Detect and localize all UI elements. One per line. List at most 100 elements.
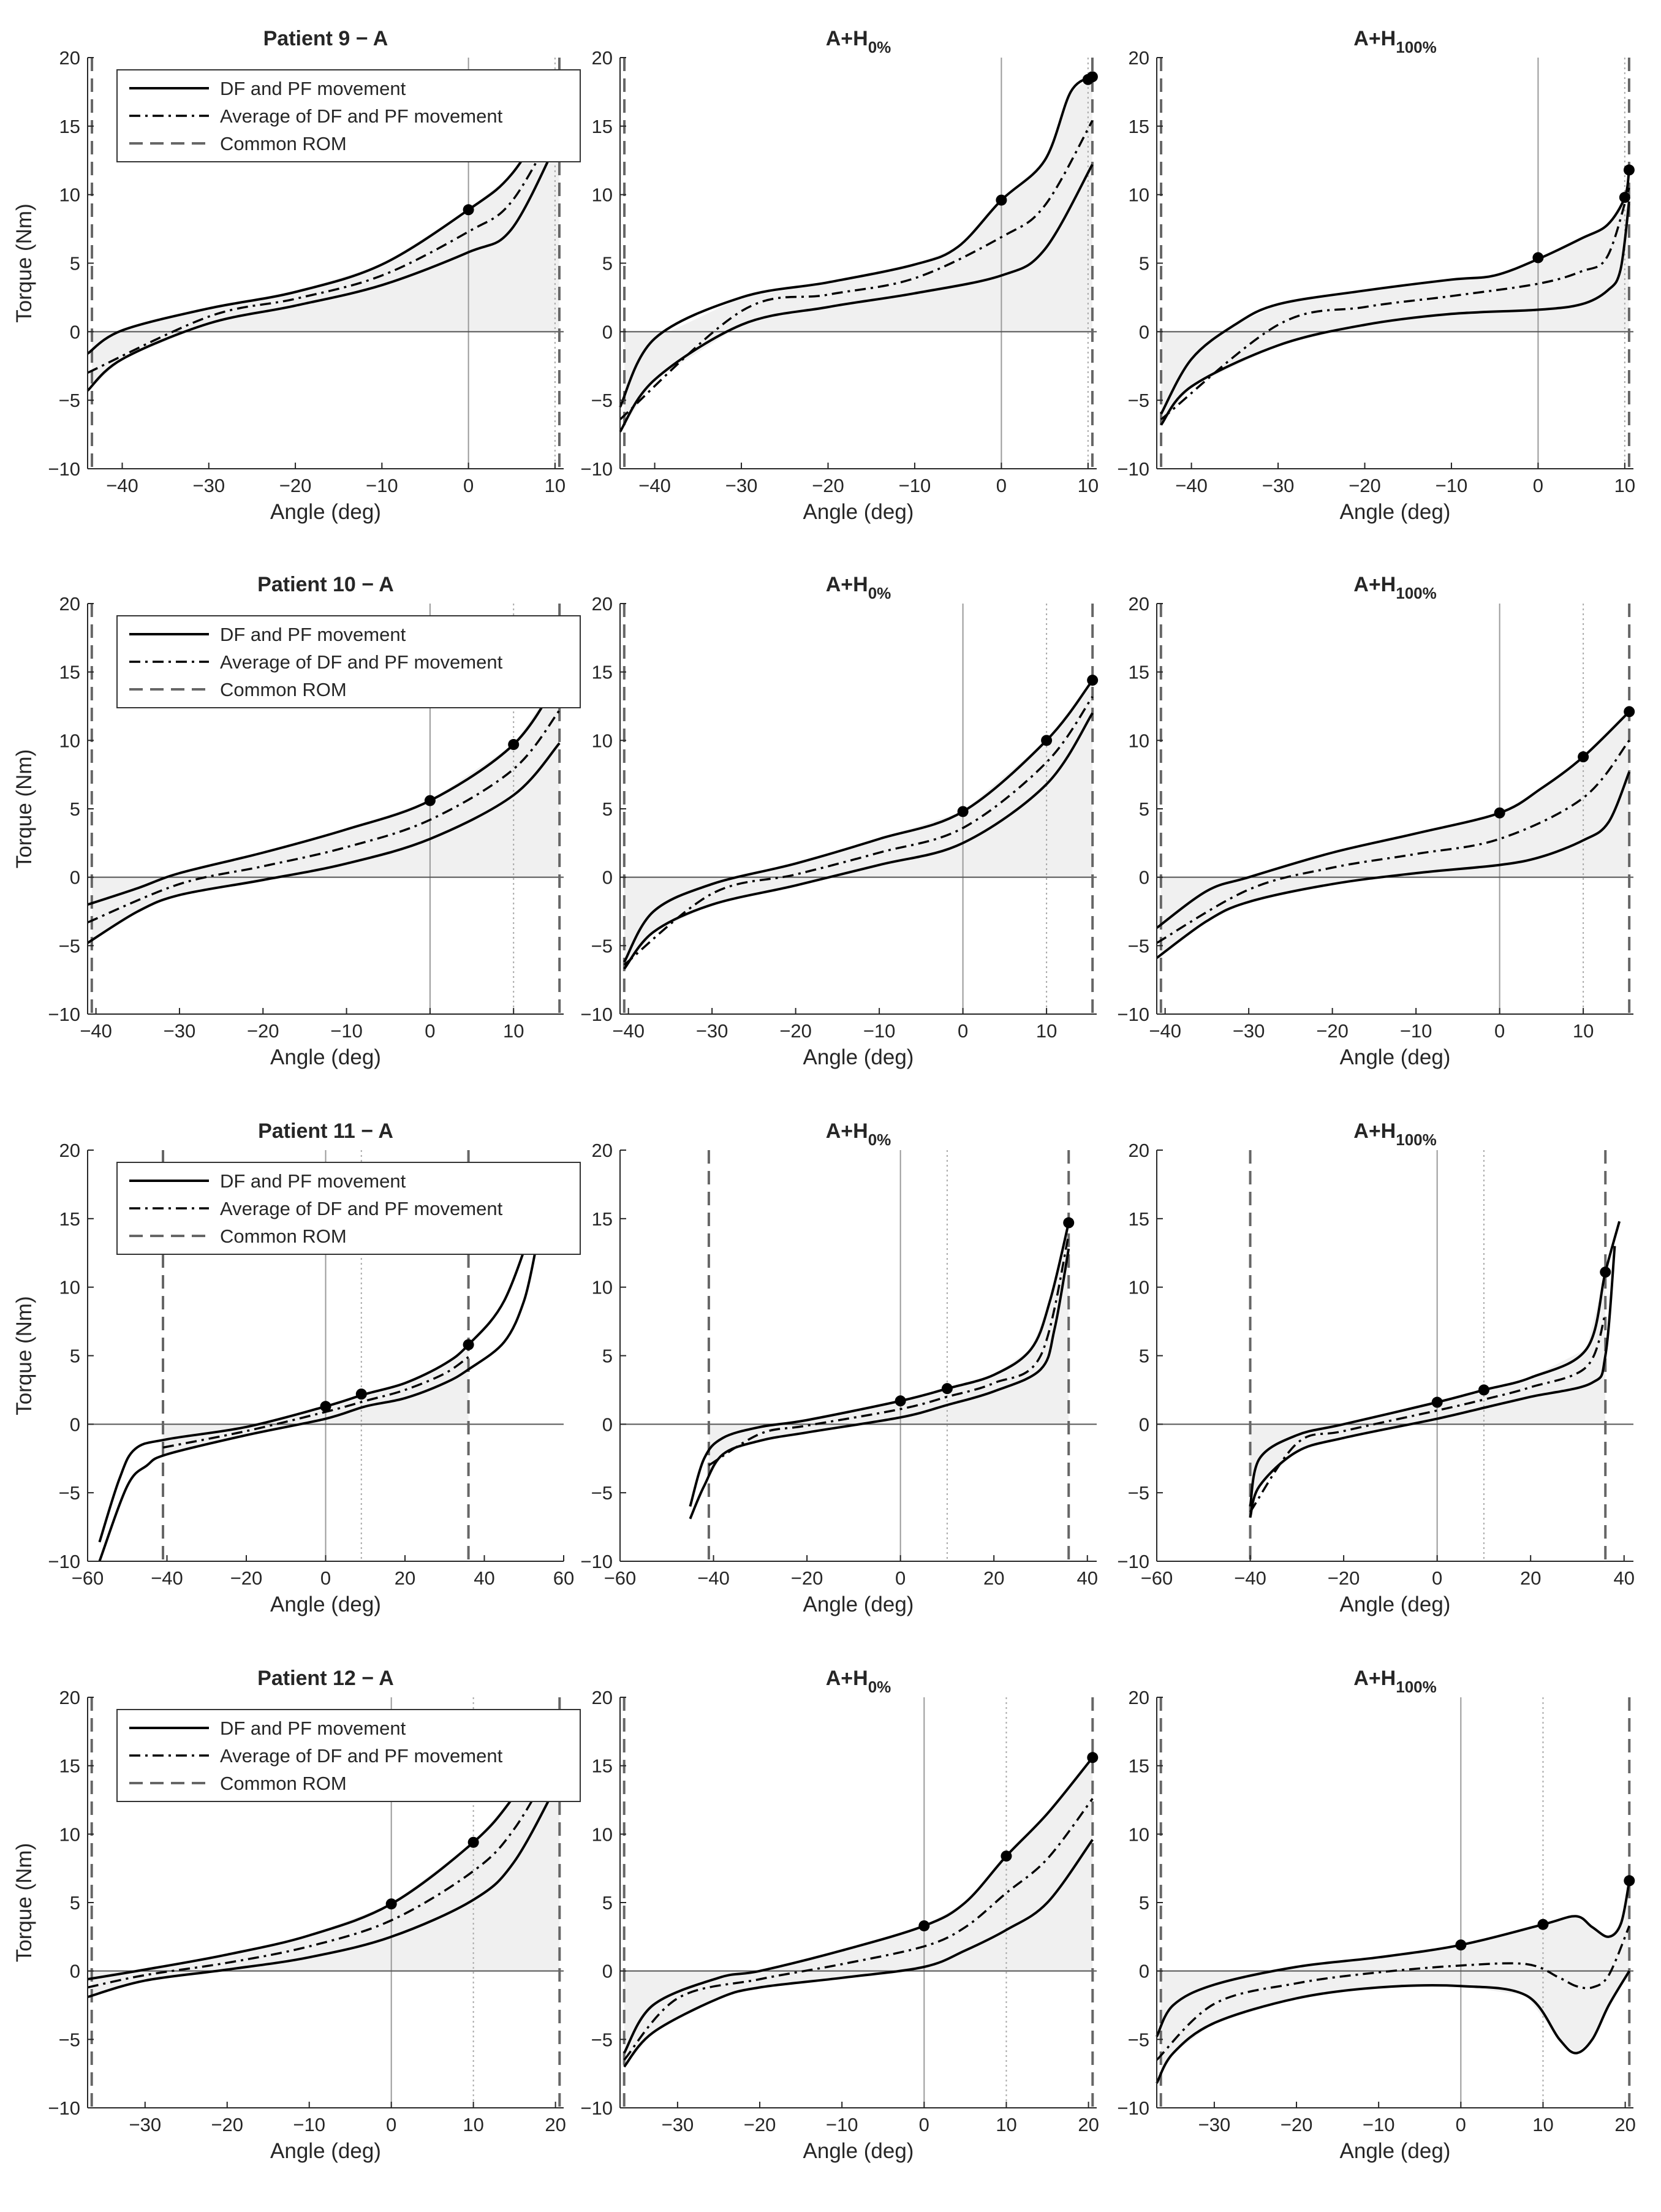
upper-curve <box>619 75 1094 408</box>
x-tick-label: 20 <box>983 1567 1004 1589</box>
lower-curve <box>86 136 561 392</box>
x-axis-label: Angle (deg) <box>803 1045 914 1069</box>
legend-label-1: DF and PF movement <box>220 1170 406 1192</box>
data-marker <box>508 739 520 751</box>
x-axis-label: Angle (deg) <box>803 1593 914 1616</box>
legend-label-3: Common ROM <box>220 1773 347 1794</box>
legend-label-2: Average of DF and PF movement <box>220 651 503 673</box>
y-tick-label: 10 <box>59 1277 80 1298</box>
average-curve <box>1156 1925 1630 2061</box>
y-axis-label: Torque (Nm) <box>12 1296 36 1415</box>
title-subscript: 100% <box>1396 1131 1437 1149</box>
data-marker <box>1600 1267 1611 1278</box>
data-marker <box>1624 1875 1635 1887</box>
shaded-area <box>1160 1881 1630 2076</box>
x-tick-label: −30 <box>1198 2114 1231 2135</box>
chart-panel-1: −40 −30 −20 −10 0 10 −10 −5 0 5 10 15 20 Angle (deg) T… <box>12 27 581 524</box>
average-curve <box>162 1356 469 1449</box>
data-marker <box>1041 735 1053 746</box>
x-axis-label: Angle (deg) <box>1340 2139 1451 2163</box>
y-tick-label: −5 <box>591 390 613 411</box>
upper-curve <box>98 1215 537 1543</box>
x-tick-label: −40 <box>1234 1567 1266 1589</box>
x-tick-label: 10 <box>1078 475 1099 496</box>
y-tick-label: 15 <box>1129 1756 1149 1777</box>
x-tick-label: −30 <box>164 1020 196 1042</box>
x-tick-label: 10 <box>545 475 566 496</box>
x-tick-label: 0 <box>919 2114 929 2135</box>
x-tick-label: 40 <box>1614 1567 1635 1589</box>
x-tick-label: −10 <box>293 2114 325 2135</box>
y-tick-label: −5 <box>591 935 613 956</box>
chart-title: Patient 11 − A <box>258 1119 393 1143</box>
data-marker <box>1537 1918 1549 1930</box>
legend-label-2: Average of DF and PF movement <box>220 105 503 127</box>
data-marker <box>1087 675 1099 686</box>
y-tick-label: 10 <box>1129 730 1149 751</box>
upper-curve <box>1160 170 1630 415</box>
x-tick-label: −10 <box>330 1020 363 1042</box>
x-tick-label: 40 <box>474 1567 494 1589</box>
y-tick-label: 20 <box>59 1687 80 1708</box>
y-tick-label: −5 <box>59 2029 80 2050</box>
chart-title: A+H0% <box>826 573 891 602</box>
x-tick-label: 10 <box>996 2114 1016 2135</box>
y-tick-label: 5 <box>602 1346 613 1367</box>
y-tick-label: 10 <box>592 1824 613 1845</box>
x-tick-label: 20 <box>1520 1567 1541 1589</box>
x-axis-label: Angle (deg) <box>270 1045 381 1069</box>
lower-curve <box>623 1839 1094 2068</box>
x-axis-label: Angle (deg) <box>1340 1593 1451 1616</box>
x-tick-label: −30 <box>725 475 758 496</box>
y-tick-label: −10 <box>1117 1551 1149 1572</box>
chart-title: Patient 12 − A <box>257 1667 394 1690</box>
y-tick-label: 15 <box>1129 662 1149 683</box>
shaded-area <box>624 680 1093 969</box>
y-tick-label: −10 <box>48 458 80 480</box>
y-tick-label: 10 <box>592 1277 613 1298</box>
x-tick-label: 10 <box>1036 1020 1057 1042</box>
x-tick-label: 0 <box>425 1020 435 1042</box>
x-tick-label: −20 <box>247 1020 279 1042</box>
x-axis-label: Angle (deg) <box>1340 500 1451 524</box>
x-axis-label: Angle (deg) <box>803 500 914 524</box>
x-tick-label: 0 <box>1494 1020 1505 1042</box>
x-tick-label: −20 <box>211 2114 243 2135</box>
x-axis-label: Angle (deg) <box>803 2139 914 2163</box>
chart-panel-3: −40 −30 −20 −10 0 10 −10 −5 0 5 10 15 20 Angle (deg) A… <box>1117 27 1635 524</box>
y-axis-label: Torque (Nm) <box>12 1843 36 1962</box>
data-marker <box>385 1898 397 1910</box>
title-subscript: 0% <box>868 1678 891 1696</box>
average-curve <box>1249 1312 1606 1513</box>
y-tick-label: 10 <box>592 184 613 206</box>
y-tick-label: 0 <box>70 1414 80 1435</box>
x-axis-label: Angle (deg) <box>1340 1045 1451 1069</box>
x-tick-label: 10 <box>1532 2114 1553 2135</box>
data-marker <box>463 1339 474 1350</box>
y-tick-label: −5 <box>591 1482 613 1504</box>
y-tick-label: 5 <box>1139 1346 1149 1367</box>
y-tick-label: −10 <box>580 2097 613 2119</box>
y-tick-label: 0 <box>1139 321 1149 343</box>
y-tick-label: 0 <box>1139 867 1149 888</box>
y-tick-label: 5 <box>602 798 613 820</box>
shaded-area <box>624 77 1092 426</box>
y-tick-label: 0 <box>602 321 613 343</box>
x-tick-label: −60 <box>72 1567 104 1589</box>
y-tick-label: −5 <box>59 1482 80 1504</box>
legend-label-3: Common ROM <box>220 1225 347 1247</box>
y-tick-label: 20 <box>1129 593 1149 615</box>
y-tick-label: 15 <box>592 1756 613 1777</box>
chart-panel-6: −40 −30 −20 −10 0 10 −10 −5 0 5 10 15 20 Angle (deg) A… <box>1117 573 1635 1069</box>
chart-panel-2: −40 −30 −20 −10 0 10 −10 −5 0 5 10 15 20 Angle (deg) A… <box>580 27 1099 524</box>
y-tick-label: 15 <box>592 116 613 137</box>
y-tick-label: 10 <box>1129 184 1149 206</box>
chart-panel-10: −30 −20 −10 0 10 20 −10 −5 0 5 10 15 20 Angle (deg) To… <box>12 1667 581 2163</box>
y-tick-label: 20 <box>592 1687 613 1708</box>
x-tick-label: −40 <box>80 1020 112 1042</box>
x-tick-label: 20 <box>1078 2114 1099 2135</box>
chart-panel-12: −30 −20 −10 0 10 20 −10 −5 0 5 10 15 20 Angle (deg) A+… <box>1117 1667 1635 2163</box>
title-subscript: 100% <box>1396 584 1437 602</box>
y-tick-label: 15 <box>59 116 80 137</box>
